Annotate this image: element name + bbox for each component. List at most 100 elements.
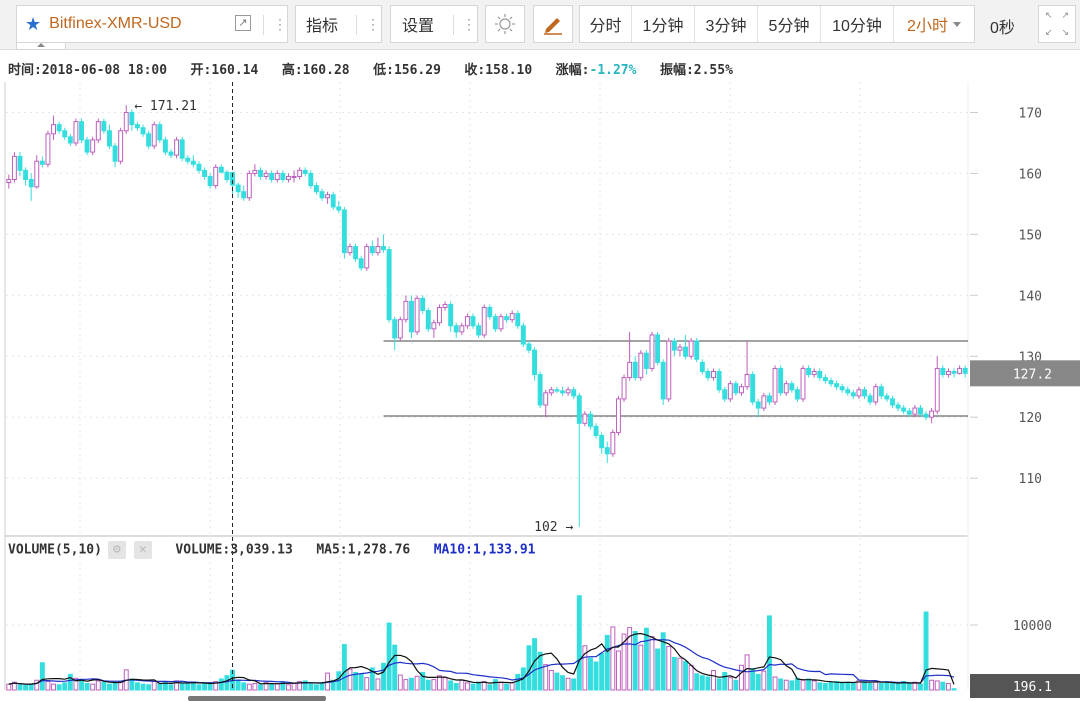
candle-body — [515, 313, 521, 327]
volume-bar — [207, 683, 213, 691]
theme-button[interactable] — [485, 5, 525, 43]
volume-bar — [543, 664, 549, 691]
candle-body — [134, 124, 140, 129]
volume-bar — [906, 683, 912, 691]
candle-body — [269, 172, 275, 181]
candle-body — [560, 390, 565, 394]
volume-bar — [224, 675, 230, 691]
chevron-down-icon — [952, 21, 961, 27]
interval-5min[interactable]: 5分钟 — [758, 6, 821, 42]
volume-bar — [548, 670, 554, 691]
volume-bar — [778, 678, 784, 691]
interval-tick[interactable]: 分时 — [580, 6, 632, 42]
pencil-icon — [544, 18, 562, 35]
candle-body — [683, 346, 689, 357]
volume-bar — [425, 679, 431, 691]
candle-body — [666, 340, 672, 400]
candle-body — [476, 325, 482, 336]
volume-bar — [537, 651, 543, 691]
volume-bar — [722, 671, 728, 691]
volume-bar — [134, 682, 140, 691]
volume-bar — [470, 683, 476, 691]
candle-body — [722, 389, 728, 400]
candle-body — [470, 316, 476, 327]
volume-bar — [560, 675, 565, 691]
more-dots-icon[interactable]: ⋮ — [273, 16, 287, 32]
high-value: 160.28 — [302, 63, 350, 78]
interval-1min[interactable]: 1分钟 — [632, 6, 695, 42]
volume-bar — [755, 673, 761, 691]
volume-bar — [95, 680, 101, 691]
volume-bar — [291, 683, 297, 691]
draw-button[interactable] — [533, 5, 573, 43]
settings-button[interactable]: 设置 ⋮ — [390, 5, 478, 43]
volume-bar — [369, 667, 375, 691]
volume-bar — [179, 682, 185, 691]
candle-body — [929, 410, 935, 418]
volume-bar — [196, 684, 202, 691]
volume-info-bar: VOLUME(5,10) ⚙ ✕ VOLUME:3,039.13 MA5:1,278… — [8, 541, 536, 559]
candle-body — [739, 386, 744, 394]
candle-body — [263, 172, 269, 177]
candle-body — [453, 325, 459, 333]
volume-bar — [162, 681, 168, 691]
candle-body — [381, 246, 386, 251]
volume-bar — [783, 679, 789, 691]
time-value: 2018-06-08 18:00 — [41, 63, 168, 78]
symbol-selector[interactable]: ★ Bitfinex-XMR-USD ↗ ⋮ — [16, 5, 288, 43]
candle-body — [403, 300, 409, 321]
volume-bar — [901, 681, 907, 691]
volume-value: 3,039.13 — [230, 542, 293, 558]
candle-body — [146, 133, 152, 147]
more-dots-icon[interactable]: ⋮ — [462, 16, 476, 32]
candle-body — [336, 206, 342, 211]
more-dots-icon[interactable]: ⋮ — [366, 16, 380, 32]
volume-tick-label: 10000 — [1013, 619, 1052, 634]
volume-bar — [498, 681, 504, 691]
volume-bar — [509, 682, 515, 691]
fullscreen-button[interactable]: ↖ ↗ ↙ ↘ — [1038, 5, 1076, 43]
candle-body — [873, 386, 879, 403]
volume-bar — [515, 673, 521, 691]
volume-ma-lines — [8, 632, 955, 685]
candle-body — [302, 169, 308, 174]
candle-body — [800, 367, 806, 400]
candle-body — [548, 389, 554, 394]
candle-body — [358, 258, 364, 269]
indicators-button[interactable]: 指标 ⋮ — [295, 5, 382, 43]
ma5-label: MA5: — [316, 542, 348, 558]
candle-body — [565, 389, 571, 394]
volume-bar — [789, 680, 795, 691]
volume-bar — [811, 680, 817, 691]
gear-icon[interactable]: ⚙ — [107, 541, 126, 559]
candle-body — [945, 370, 951, 376]
countdown-timer: 0秒 — [990, 20, 1015, 37]
candle-body — [733, 383, 739, 394]
low-label: 低: — [373, 63, 394, 78]
candle-body — [45, 133, 51, 165]
volume-bar — [945, 683, 951, 691]
timeline-scroll-thumb[interactable] — [188, 696, 326, 701]
volume-bar — [705, 676, 711, 691]
candle-body — [761, 395, 767, 409]
candle-body — [895, 404, 901, 409]
interval-3min[interactable]: 3分钟 — [695, 6, 758, 42]
volume-bar — [582, 645, 588, 691]
collapse-tab[interactable] — [16, 43, 66, 50]
interval-selector: 分时 1分钟 3分钟 5分钟 10分钟 2小时 — [579, 5, 975, 43]
candle-body — [599, 434, 605, 449]
external-link-icon[interactable]: ↗ — [235, 15, 251, 31]
close-icon[interactable]: ✕ — [133, 541, 152, 559]
volume-bar — [492, 679, 498, 691]
candle-body — [11, 155, 17, 181]
interval-2hour[interactable]: 2小时 — [894, 6, 974, 42]
candle-body — [84, 139, 90, 153]
candle-body — [694, 340, 700, 360]
star-icon[interactable]: ★ — [25, 13, 42, 34]
volume-bar — [733, 679, 739, 691]
candle-body — [179, 139, 185, 159]
candle-body — [744, 374, 750, 388]
interval-10min[interactable]: 10分钟 — [821, 6, 894, 42]
candle-body — [582, 413, 588, 424]
